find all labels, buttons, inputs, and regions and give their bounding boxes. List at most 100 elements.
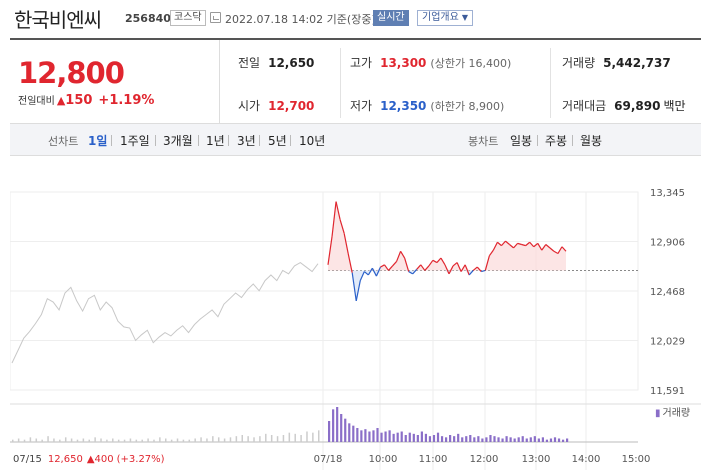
stock-code: 256840 bbox=[125, 12, 171, 25]
market-badge: 코스닥 bbox=[170, 10, 206, 26]
divider bbox=[550, 48, 551, 118]
today-line-segment bbox=[557, 246, 563, 254]
today-volume-bar bbox=[533, 436, 536, 442]
prev-volume-bar bbox=[153, 439, 155, 442]
period-3m[interactable]: 3개월 bbox=[163, 134, 193, 148]
high-price: 고가 13,300 (상한가 16,400) bbox=[350, 56, 512, 70]
prev-day-summary: 07/15 12,650 ▲400 (+3.27%) bbox=[13, 454, 165, 465]
period-1y[interactable]: 1년 bbox=[206, 134, 225, 148]
today-line-segment bbox=[537, 243, 543, 251]
prev-volume-bar bbox=[282, 435, 285, 442]
today-volume-bar bbox=[396, 432, 399, 442]
period-10y[interactable]: 10년 bbox=[299, 134, 326, 148]
today-volume-bar bbox=[481, 438, 484, 442]
today-volume-bar bbox=[465, 436, 468, 442]
today-line-segment bbox=[509, 244, 514, 249]
today-line-segment bbox=[367, 267, 373, 276]
today-line-segment bbox=[545, 244, 551, 249]
trade-amount: 거래대금 69,890 백만 bbox=[562, 99, 686, 113]
period-5y[interactable]: 5년 bbox=[268, 134, 287, 148]
today-volume-bar bbox=[392, 433, 395, 442]
divider bbox=[290, 135, 291, 146]
today-line-segment bbox=[549, 247, 555, 252]
prev-volume-bar bbox=[147, 438, 149, 442]
prev-volume-bar bbox=[88, 439, 90, 442]
today-volume-bar bbox=[376, 428, 379, 442]
prev-volume-bar bbox=[318, 430, 320, 442]
company-info-dropdown[interactable]: 기업개요 ▼ bbox=[417, 10, 473, 26]
today-line-segment bbox=[351, 272, 357, 302]
period-3y[interactable]: 3년 bbox=[237, 134, 256, 148]
today-line-segment bbox=[521, 243, 526, 247]
today-volume-bar bbox=[360, 430, 363, 442]
today-line-segment bbox=[375, 266, 381, 277]
today-volume-bar bbox=[473, 437, 476, 442]
prev-volume-bar bbox=[212, 436, 214, 442]
today-volume-bar bbox=[332, 409, 335, 442]
today-volume-bar bbox=[449, 435, 452, 442]
today-volume-bar bbox=[380, 432, 383, 442]
today-line-segment bbox=[436, 257, 442, 263]
x-tick-label: 10:00 bbox=[369, 454, 398, 465]
today-volume-bar bbox=[521, 436, 524, 442]
y-tick-label: 12,029 bbox=[650, 337, 685, 348]
today-line-segment bbox=[444, 264, 450, 275]
today-line-segment bbox=[541, 244, 547, 251]
price-summary: 12,800 전일대비 ▲150 +1.19% 전일 12,650 시가 12,700 … bbox=[10, 38, 701, 123]
prev-volume-bar bbox=[200, 437, 202, 442]
today-line-segment bbox=[529, 241, 535, 248]
prev-day-date: 07/15 bbox=[13, 454, 42, 465]
x-tick-label: 15:00 bbox=[622, 454, 651, 465]
today-volume-bar bbox=[513, 438, 516, 442]
today-volume-bar bbox=[549, 438, 553, 442]
prev-volume-bar bbox=[47, 436, 49, 442]
prev-volume-bar bbox=[53, 438, 55, 442]
prev-volume-bar bbox=[288, 432, 291, 442]
x-tick-label: 12:00 bbox=[470, 454, 499, 465]
candle-daily[interactable]: 일봉 bbox=[510, 134, 533, 148]
today-volume-bar bbox=[340, 414, 343, 442]
y-tick-label: 12,906 bbox=[650, 238, 685, 249]
x-tick-label: 11:00 bbox=[419, 454, 448, 465]
today-line-segment bbox=[363, 271, 369, 276]
candle-monthly[interactable]: 월봉 bbox=[580, 134, 603, 148]
prev-volume-bar bbox=[259, 436, 261, 442]
today-volume-bar bbox=[529, 437, 532, 442]
today-volume-bar bbox=[412, 433, 415, 442]
prev-volume-bar bbox=[29, 437, 32, 442]
today-line-segment bbox=[371, 267, 377, 277]
x-tick-label: 13:00 bbox=[522, 454, 551, 465]
period-1w[interactable]: 1주일 bbox=[120, 134, 150, 148]
today-volume-bar bbox=[505, 436, 508, 442]
prev-volume-bar bbox=[312, 432, 314, 442]
today-volume-bar bbox=[469, 435, 472, 442]
today-volume-bar bbox=[557, 438, 561, 442]
today-volume-bar bbox=[432, 435, 436, 442]
today-line-segment bbox=[452, 262, 458, 267]
period-1d[interactable]: 1일 bbox=[88, 134, 108, 148]
chart-period-bar: 선차트 1일 1주일 3개월 1년 3년 5년 10년 봉차트 일봉 주봉 월봉 bbox=[10, 123, 701, 156]
prev-volume-bar bbox=[270, 435, 273, 442]
today-volume-bar bbox=[420, 431, 423, 442]
today-volume-bar bbox=[404, 435, 407, 442]
today-volume-bar bbox=[453, 436, 456, 442]
today-volume-bar bbox=[525, 438, 528, 442]
realtime-button[interactable]: 실시간 bbox=[373, 10, 409, 26]
prev-volume-bar bbox=[59, 439, 61, 442]
today-volume-bar bbox=[436, 432, 440, 442]
change-label: 전일대비 bbox=[18, 96, 55, 107]
chevron-down-icon: ▼ bbox=[461, 13, 468, 22]
today-line-segment bbox=[561, 246, 567, 252]
candle-weekly[interactable]: 주봉 bbox=[545, 134, 568, 148]
today-line-segment bbox=[335, 201, 341, 220]
prev-volume-bar bbox=[129, 438, 132, 442]
today-line-segment bbox=[388, 265, 393, 271]
stock-name: 한국비엔씨 bbox=[14, 8, 102, 32]
change-line: 전일대비 ▲150 +1.19% bbox=[18, 92, 154, 108]
today-volume-bar bbox=[477, 436, 480, 442]
today-line-segment bbox=[481, 269, 486, 273]
prev-volume-bar bbox=[223, 438, 226, 442]
current-price: 12,800 bbox=[18, 56, 125, 90]
today-volume-bar bbox=[545, 439, 549, 442]
today-volume-bar bbox=[356, 428, 359, 442]
